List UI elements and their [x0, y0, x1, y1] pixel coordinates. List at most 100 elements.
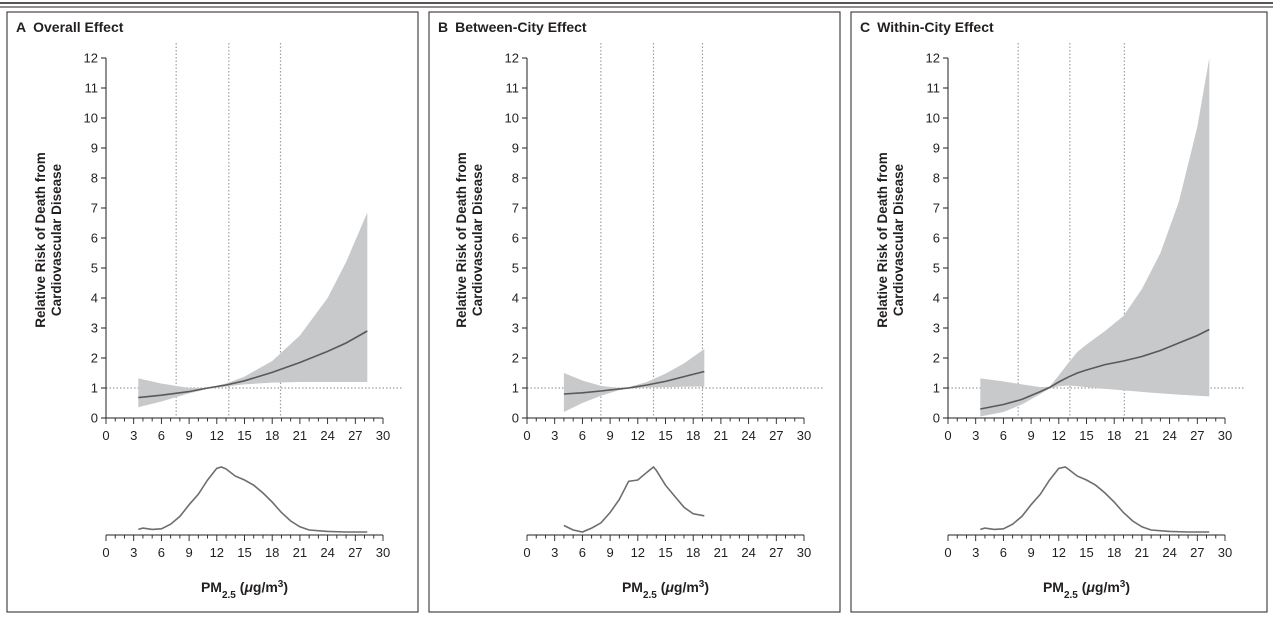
distribution-x-tick-label: 15: [1079, 545, 1093, 560]
y-axis-label-line-1: Relative Risk of Death from: [454, 152, 469, 328]
distribution-x-tick-label: 30: [376, 545, 390, 560]
panel-b-x-axis-label: PM2.5 (μg/m3): [622, 579, 709, 601]
x-label-units-mid: g/m: [1095, 579, 1120, 595]
panel-a-title: A Overall Effect: [16, 19, 124, 35]
distribution-x-tick-label: 9: [185, 545, 192, 560]
y-axis-label-line-1: Relative Risk of Death from: [875, 152, 890, 328]
risk-x-tick-label: 3: [551, 428, 558, 443]
y-tick-label: 9: [512, 141, 519, 156]
y-tick-label: 3: [91, 321, 98, 336]
x-label-units-close: ): [704, 579, 709, 595]
x-label-mu: μ: [664, 579, 674, 595]
y-tick-label: 9: [933, 141, 940, 156]
y-tick-label: 6: [512, 231, 519, 246]
y-tick-label: 6: [933, 231, 940, 246]
y-tick-label: 4: [512, 291, 519, 306]
y-tick-label: 5: [91, 261, 98, 276]
y-tick-label: 1: [933, 381, 940, 396]
panel-a-letter: A: [16, 19, 26, 35]
distribution-x-tick-label: 21: [293, 545, 307, 560]
risk-x-tick-label: 18: [686, 428, 700, 443]
risk-x-tick-label: 27: [1190, 428, 1204, 443]
y-tick-label: 7: [91, 201, 98, 216]
y-tick-label: 1: [91, 381, 98, 396]
risk-x-tick-label: 15: [658, 428, 672, 443]
y-tick-label: 8: [91, 171, 98, 186]
distribution-x-tick-label: 21: [714, 545, 728, 560]
risk-x-tick-label: 24: [741, 428, 755, 443]
distribution-x-tick-label: 24: [1162, 545, 1176, 560]
x-label-mu: μ: [243, 579, 253, 595]
y-axis-label-line-2: Cardiovascular Disease: [470, 163, 485, 316]
risk-x-tick-label: 9: [1027, 428, 1034, 443]
distribution-x-tick-label: 0: [523, 545, 530, 560]
confidence-band: [980, 58, 1210, 417]
panel-b: B Between-City Effect Relative Risk of Dea…: [428, 11, 841, 613]
relative-risk-line: [138, 330, 368, 399]
y-tick-label: 10: [84, 111, 98, 126]
y-tick-label: 3: [512, 321, 519, 336]
distribution-x-tick-label: 12: [210, 545, 224, 560]
risk-x-tick-label: 0: [523, 428, 530, 443]
risk-x-tick-label: 6: [579, 428, 586, 443]
risk-x-tick-label: 30: [376, 428, 390, 443]
risk-x-tick-label: 15: [1079, 428, 1093, 443]
y-tick-label: 8: [512, 171, 519, 186]
risk-x-tick-label: 15: [237, 428, 251, 443]
y-axis-label-line-2: Cardiovascular Disease: [891, 163, 906, 316]
risk-x-tick-label: 24: [320, 428, 334, 443]
risk-x-tick-label: 12: [1052, 428, 1066, 443]
distribution-x-tick-label: 24: [320, 545, 334, 560]
y-tick-label: 6: [91, 231, 98, 246]
distribution-x-tick-label: 24: [741, 545, 755, 560]
x-label-sub: 2.5: [643, 590, 657, 601]
risk-x-tick-label: 0: [102, 428, 109, 443]
x-label-sub: 2.5: [222, 590, 236, 601]
risk-x-tick-label: 3: [130, 428, 137, 443]
panel-b-y-axis-label: Relative Risk of Death fromCardiovascula…: [454, 152, 485, 328]
distribution-x-tick-label: 3: [551, 545, 558, 560]
panel-b-frame: [428, 11, 841, 613]
distribution-x-tick-label: 15: [658, 545, 672, 560]
y-tick-label: 12: [505, 51, 519, 66]
y-tick-label: 9: [91, 141, 98, 156]
risk-x-tick-label: 18: [1107, 428, 1121, 443]
distribution-x-tick-label: 6: [1000, 545, 1007, 560]
distribution-x-tick-label: 3: [972, 545, 979, 560]
panel-c-title-text: Within-City Effect: [877, 19, 994, 35]
risk-x-tick-label: 27: [348, 428, 362, 443]
panel-c-y-axis-label: Relative Risk of Death fromCardiovascula…: [875, 152, 906, 328]
distribution-x-tick-label: 27: [348, 545, 362, 560]
panel-c: C Within-City Effect Relative Risk of Deat…: [850, 11, 1268, 613]
distribution-x-tick-label: 27: [1190, 545, 1204, 560]
y-tick-label: 5: [933, 261, 940, 276]
x-label-main: PM: [201, 579, 222, 595]
y-tick-label: 4: [91, 291, 98, 306]
x-label-units-open: (: [657, 579, 666, 595]
risk-x-tick-label: 6: [158, 428, 165, 443]
panel-a-frame: [6, 11, 419, 613]
panel-b-letter: B: [438, 19, 448, 35]
panel-c-title: C Within-City Effect: [860, 19, 994, 35]
distribution-x-tick-label: 30: [1218, 545, 1232, 560]
x-label-sup: 3: [278, 579, 284, 590]
y-tick-label: 11: [85, 81, 99, 96]
panel-a: A Overall Effect Relative Risk of Death fr…: [6, 11, 419, 613]
y-tick-label: 0: [512, 411, 519, 426]
y-tick-label: 12: [84, 51, 98, 66]
y-tick-label: 11: [506, 81, 520, 96]
y-tick-label: 10: [505, 111, 519, 126]
risk-x-tick-label: 30: [797, 428, 811, 443]
x-label-units-mid: g/m: [674, 579, 699, 595]
relative-risk-line: [980, 328, 1210, 410]
distribution-x-tick-label: 0: [944, 545, 951, 560]
distribution-x-tick-label: 0: [102, 545, 109, 560]
distribution-x-tick-label: 21: [1135, 545, 1149, 560]
y-tick-label: 0: [933, 411, 940, 426]
x-label-main: PM: [622, 579, 643, 595]
panel-b-title-text: Between-City Effect: [455, 19, 587, 35]
y-tick-label: 12: [926, 51, 940, 66]
risk-x-tick-label: 24: [1162, 428, 1176, 443]
distribution-x-tick-label: 9: [606, 545, 613, 560]
x-label-units-close: ): [283, 579, 288, 595]
